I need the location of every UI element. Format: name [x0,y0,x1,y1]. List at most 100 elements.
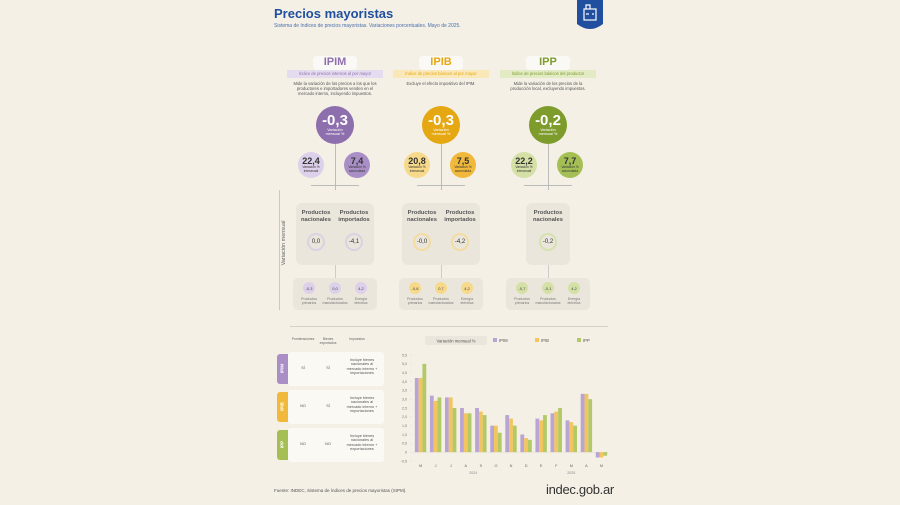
bar [599,452,604,458]
breakdown-value: 0,0 [332,285,338,291]
bar [584,393,589,453]
index-full-name: Índice de precios internos al por mayor [287,70,383,78]
bar [494,425,498,453]
bar [437,397,442,453]
product-ring: -4,1 [345,233,363,251]
bar [509,418,513,453]
yearly-circle: 22,4 Variación % interanual [298,152,324,178]
y-tick-label: 4,5 [402,371,407,375]
yearly-value: 22,2 [515,155,533,166]
monthly-circle: -0,3 Variación mensual % [422,106,460,144]
monthly-label: Variación mensual % [538,127,558,136]
accumulated-circle: 7,5 Variación % acumulada [450,152,476,178]
monthly-circle: -0,2 Variación mensual % [529,106,567,144]
bar [554,411,559,453]
product-ring: -0,2 [539,233,557,251]
bar [497,432,502,453]
breakdown-name: Productos manufacturados [535,297,561,305]
side-label: Variación mensual [281,220,287,266]
bar [603,452,608,456]
breakdown-name: Productos manufacturados [322,297,348,305]
bar [543,415,547,453]
y-tick-label: 2,0 [402,415,407,419]
bar [580,393,585,453]
index-full-name: Índice de precios básicos del productor [500,70,596,78]
y-tick-label: 3,0 [402,397,407,401]
legend-label: IPIM [499,338,508,343]
y-tick-label: 5,0 [402,362,407,366]
monthly-label: Variación mensual % [325,127,345,136]
breakdown-value: -0,8 [411,285,419,291]
product-value: 0,0 [311,239,321,245]
breakdown-value: -0,3 [305,285,313,291]
breakdown-value: 4,2 [571,285,577,291]
bracket [279,190,280,310]
table-cell: Incluye bienes nacionales al mercado int… [346,434,378,452]
y-tick-label: 0,5 [402,442,407,446]
table-row [288,352,384,386]
index-full-name: Índice de precios básicos al por mayor [393,70,489,78]
y-tick-label: 1,0 [402,433,407,437]
table-cell: SÍ [301,366,305,370]
legend-title-box [425,336,487,345]
product-name: Productos nacionales [407,210,437,223]
x-tick-label: F [555,464,558,468]
chart: Variación mensual % IPIM IPIB IPP -0,5 0 0,5 1,… [401,336,609,475]
product-ring: 0,0 [307,233,325,251]
bar [565,420,570,453]
bar [418,377,423,453]
index-description: Mide la variación de los precios de la p… [510,81,586,92]
breakdown-value: 4,2 [464,285,470,291]
legend-swatch [577,338,581,342]
x-tick-label: N [510,464,513,468]
bar [452,408,457,453]
product-value: -4,2 [454,239,466,245]
breakdown-circle: 0,0 [329,282,341,294]
y-tick-label: 5,5 [402,353,407,357]
x-tick-label: M [570,464,573,468]
table-cell: SÍ [326,404,330,408]
bar [490,425,495,453]
row-label: IPIM [279,363,285,374]
logo-badge [577,0,603,29]
bar [429,395,434,453]
breakdown-circle: -0,3 [303,282,315,294]
bar [475,408,479,453]
x-tick-label: J [450,464,452,468]
table-header: Bienes exportados [319,337,337,345]
x-tick-label: S [480,464,483,468]
bar [448,397,453,453]
monthly-circle: -0,3 Variación mensual % [316,106,354,144]
breakdown-value: 4,2 [358,285,364,291]
product-name: Productos nacionales [533,210,563,223]
table-cell: NO [325,442,331,446]
table-cell: NO [300,404,306,408]
breakdown-name: Productos primarios [301,297,317,305]
monthly-value: -0,2 [535,111,561,129]
breakdown-name: Energía eléctrica [567,297,581,305]
breakdown-name: Energía eléctrica [354,297,368,305]
bar [463,413,468,453]
index-name: IPIM [313,56,357,70]
accumulated-value: 7,5 [456,155,470,166]
accumulated-circle: 7,4 Variación % acumulada [344,152,370,178]
separator [290,326,608,327]
x-tick-label: J [435,464,437,468]
row-tab: IPIB [277,392,288,422]
breakdown-circle: -0,8 [409,282,421,294]
yearly-label: Variación % interanual [515,164,533,173]
legend-title: Variación mensual % [436,339,475,344]
connector [441,265,442,278]
y-tick-label: -0,5 [401,459,407,463]
monthly-value: -0,3 [428,111,454,129]
breakdown-value: 0,7 [438,285,444,291]
table-row [288,428,384,462]
table-row [288,390,384,424]
bar [595,452,600,458]
bar [422,363,427,453]
y-tick-label: 1,5 [402,424,407,428]
index-description: Excluye el efecto impositivo del IPIM. [406,81,476,86]
products-box [296,203,374,265]
breakdown-value: -0,1 [544,285,552,291]
